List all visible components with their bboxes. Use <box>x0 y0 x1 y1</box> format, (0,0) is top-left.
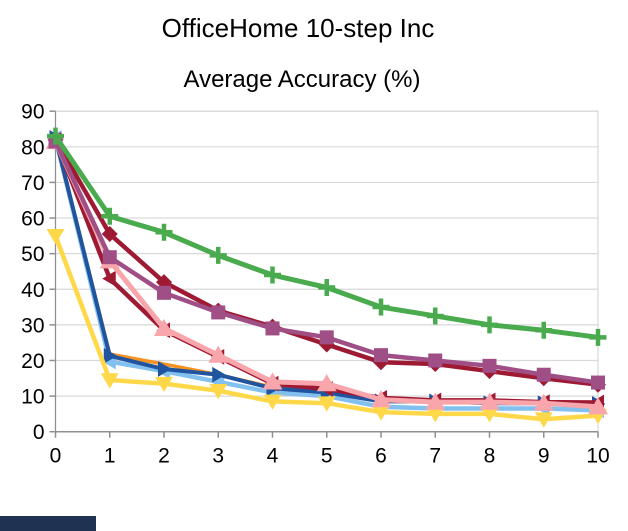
series-purple-square-marker <box>211 305 226 320</box>
series-yellow-down-triangle-marker <box>372 405 390 421</box>
series-pink-up-triangle-marker <box>154 318 174 337</box>
series-pink-up-triangle-marker <box>533 393 554 411</box>
x-tick-label-0: 0 <box>50 445 62 468</box>
series-yellow-down-triangle-marker <box>209 383 228 400</box>
series-pink-up-triangle-marker <box>371 390 391 408</box>
series-purple-square-marker <box>536 367 551 382</box>
series-pink-up-triangle-marker <box>208 345 229 363</box>
series-darkblue-right-triangle-line <box>53 135 600 406</box>
series-purple-square-marker <box>428 353 443 368</box>
y-tick-label-30: 30 <box>21 314 44 337</box>
y-tick-label-90: 90 <box>21 101 44 124</box>
series-yellow-down-triangle-marker <box>426 407 445 423</box>
series-yellow-down-triangle-marker <box>480 407 499 423</box>
series-yellow-down-triangle-marker <box>100 373 119 389</box>
chart-subtitle: Average Accuracy (%) <box>184 66 421 93</box>
series-purple-square-marker <box>157 285 171 300</box>
series-yellow-down-triangle-marker <box>317 396 336 412</box>
plot-area: 0 1 2 3 4 5 6 7 8 9 10 0 10 20 30 40 50 60 70 80 90 <box>21 101 610 468</box>
series-pink-up-triangle-marker <box>316 374 337 392</box>
series-darkblue-right-triangle-marker <box>103 347 118 364</box>
x-tick-label-4: 4 <box>267 445 279 468</box>
series-yellow-down-triangle-marker <box>46 229 65 245</box>
bottom-bar-fragment <box>0 516 96 531</box>
series-pink-up-triangle-marker <box>425 392 446 410</box>
series-green-plus-marker <box>101 207 119 225</box>
series-green-plus-marker <box>535 321 553 339</box>
y-tick-label-50: 50 <box>21 243 44 266</box>
x-tick-label-8: 8 <box>484 445 496 468</box>
series-purple-square-marker <box>319 330 334 345</box>
x-tick-label-6: 6 <box>375 445 387 468</box>
series-green-plus-marker <box>372 298 390 316</box>
series-pink-up-triangle-marker <box>479 392 500 410</box>
series-purple-square-marker <box>265 321 280 336</box>
series-purple-square-marker <box>482 358 497 373</box>
x-tick-label-10: 10 <box>586 445 609 468</box>
y-tick-label-70: 70 <box>21 172 44 195</box>
y-tick-label-60: 60 <box>21 208 44 231</box>
series-darkred-left-triangle-marker <box>102 270 116 287</box>
chart-title: OfficeHome 10-step Inc <box>162 13 435 43</box>
series-darkblue-right-triangle-marker <box>158 361 172 377</box>
series-yellow-down-triangle-marker <box>263 394 282 410</box>
series-green-plus-marker <box>155 223 173 241</box>
series-yellow-down-triangle-marker <box>534 412 553 428</box>
series-darkred-diamond-marker <box>101 226 118 243</box>
series-purple-square-marker <box>374 348 388 363</box>
y-tick-label-10: 10 <box>21 386 44 409</box>
series-pink-up-triangle-marker <box>262 372 283 390</box>
series-green-plus-marker <box>209 246 227 264</box>
series-purple-square-marker <box>102 250 117 265</box>
series-green-plus-marker <box>318 278 336 296</box>
x-tick-label-7: 7 <box>429 445 441 468</box>
y-tick-label-40: 40 <box>21 279 44 302</box>
series-darkblue-right-triangle-marker <box>212 366 226 383</box>
series-pink-up-triangle-marker <box>588 397 608 415</box>
series-green-plus-marker <box>589 328 607 346</box>
series-green-plus-marker <box>426 307 444 325</box>
series-yellow-down-triangle-marker <box>155 376 173 393</box>
y-tick-label-80: 80 <box>21 136 44 159</box>
x-tick-label-9: 9 <box>538 445 550 468</box>
series-purple-square-marker <box>591 375 605 390</box>
x-tick-label-5: 5 <box>321 445 333 468</box>
series-green-plus-marker <box>264 266 281 284</box>
x-tick-label-2: 2 <box>158 445 170 468</box>
x-tick-label-1: 1 <box>104 445 116 468</box>
y-tick-label-0: 0 <box>33 421 45 444</box>
x-tick-label-3: 3 <box>212 445 224 468</box>
series-green-plus-marker <box>47 127 64 145</box>
series-green-plus-marker <box>481 316 498 334</box>
y-tick-label-20: 20 <box>21 350 44 373</box>
